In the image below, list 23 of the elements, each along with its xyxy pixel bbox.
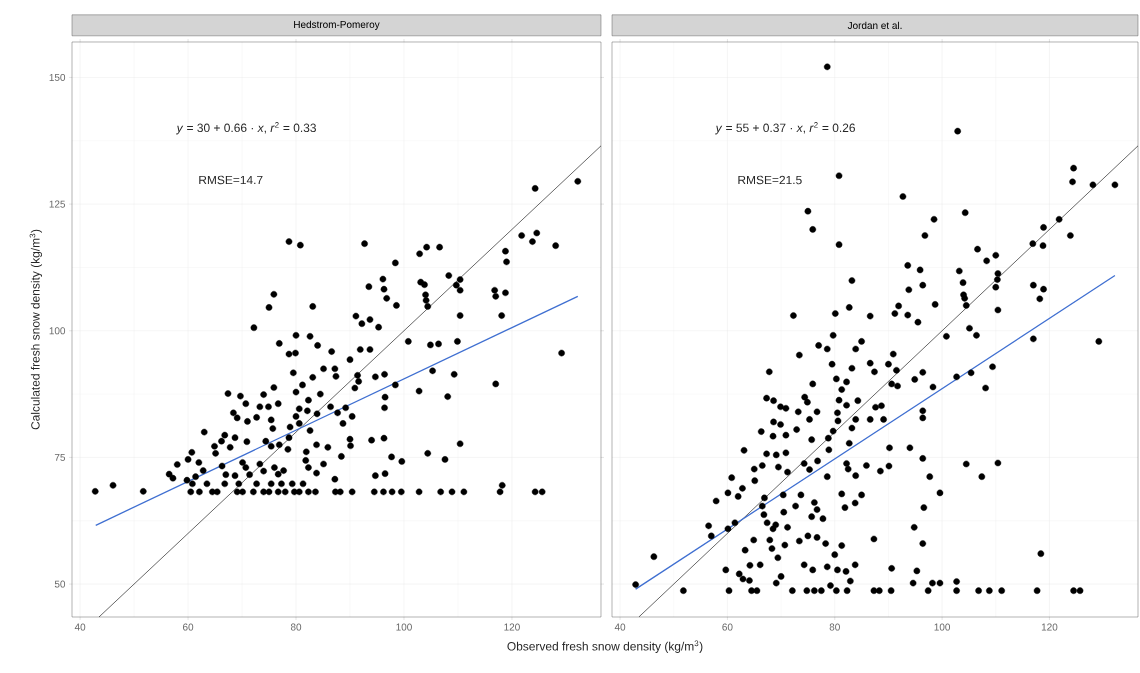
x-tick-label: 80 — [290, 623, 302, 631]
y-tick-label: 150 — [49, 73, 66, 81]
x-tick-label: 40 — [614, 623, 626, 631]
y-tick-label: 75 — [54, 453, 66, 461]
x-tick-label: 120 — [504, 623, 520, 631]
y-tick-label: 100 — [49, 327, 66, 335]
annotation: y = 55 + 0.37 · x, r$^{2}$ = 0.26 — [714, 122, 855, 135]
x-tick-label: 60 — [183, 623, 194, 631]
x-tick-label: 40 — [74, 623, 86, 631]
x-tick-label: 100 — [934, 623, 951, 631]
chart-title: Jordan et al. — [847, 21, 902, 29]
x-axis-title: Observed fresh snow density (kg/m$^{3}$) — [507, 640, 703, 653]
x-tick-label: 60 — [722, 623, 733, 631]
annotation: y = 30 + 0.66 · x, r$^{2}$ = 0.33 — [175, 122, 316, 135]
chart-title: Hedstrom-Pomeroy — [294, 20, 380, 30]
y-axis-title: Calculated fresh snow density (kg/m$^{3}$) — [29, 229, 43, 430]
x-tick-label: 120 — [1041, 623, 1058, 631]
annotation: RMSE=14.7 — [199, 175, 263, 185]
x-tick-label: 100 — [396, 623, 412, 631]
annotation: RMSE=21.5 — [738, 175, 802, 185]
y-tick-label: 50 — [54, 580, 66, 588]
x-tick-label: 80 — [829, 623, 840, 631]
y-tick-label: 125 — [49, 200, 66, 208]
